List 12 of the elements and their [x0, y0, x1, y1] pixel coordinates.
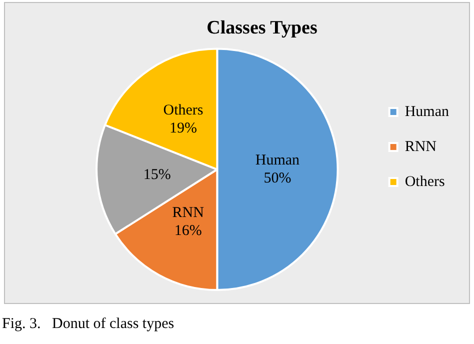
caption: Fig. 3. Donut of class types	[2, 316, 174, 333]
legend-label: Human	[404, 104, 450, 120]
data-label: 19%	[170, 120, 198, 136]
chart-title: Classes Types	[206, 17, 318, 38]
legend-label: RNN	[404, 138, 437, 155]
legend-label: Others	[404, 174, 445, 190]
slice-label: Human	[255, 152, 300, 168]
data-label: 15%	[143, 167, 171, 184]
slice-label: Others	[163, 102, 204, 118]
data-label: 16%	[174, 223, 202, 240]
data-label: 50%	[264, 170, 292, 186]
slice-label: RNN	[172, 205, 204, 222]
